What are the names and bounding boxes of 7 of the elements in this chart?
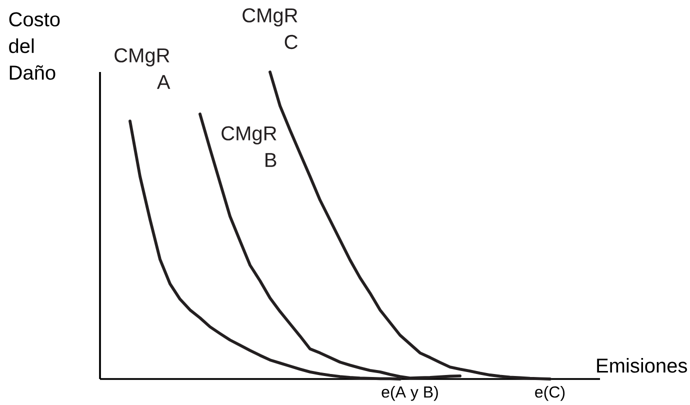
x-tick-label: e(A y B) [382, 386, 438, 401]
x-tick-label: e(C) [535, 386, 565, 401]
series-label: CMgR A [114, 48, 170, 89]
series-label: CMgR C [242, 8, 298, 50]
series-label: CMgR B [222, 126, 276, 167]
y-axis-title: Costo del Daño [9, 12, 60, 80]
x-axis-title: Emisiones [597, 358, 687, 373]
